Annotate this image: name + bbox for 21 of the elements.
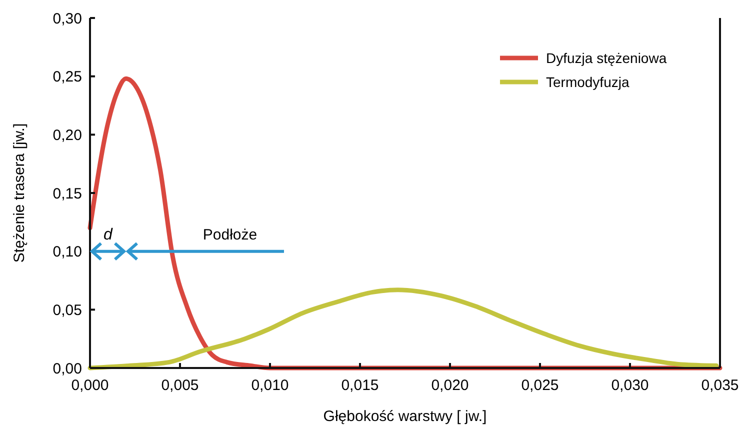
y-tick-label: 0,10	[52, 244, 82, 261]
x-tick-label: 0,015	[341, 377, 379, 394]
y-tick-label: 0,00	[52, 360, 82, 378]
y-tick-label: 0,05	[52, 302, 82, 319]
x-tick-label: 0,020	[431, 377, 469, 394]
legend-label: Termodyfuzja	[546, 74, 630, 90]
x-tick-label: 0,000	[71, 377, 109, 394]
x-axis-title: Głębokość warstwy [ jw.]	[323, 408, 487, 425]
x-tick-label: 0,030	[611, 377, 649, 394]
y-tick-label: 0,20	[52, 126, 82, 144]
x-tick-label: 0,025	[521, 377, 559, 394]
x-tick-label: 0,010	[251, 377, 289, 394]
annotation: Podłoże	[202, 226, 258, 244]
x-tick-label: 0,035	[701, 377, 739, 394]
legend-label: Dyfuzja stężeniowa	[546, 50, 667, 66]
x-tick-label: 0,005	[161, 377, 199, 394]
annotation: d	[104, 226, 114, 244]
y-tick-label: 0,15	[52, 185, 82, 202]
y-tick-label: 0,25	[52, 68, 82, 86]
y-axis-title: Stężenie trasera [jw.]	[11, 123, 28, 263]
y-tick-label: 0,30	[52, 10, 82, 28]
